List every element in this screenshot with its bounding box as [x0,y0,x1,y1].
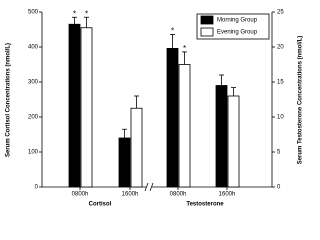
bar [68,23,81,188]
bar [178,64,191,188]
x-tick-label: 0800h [170,192,187,198]
significance-marker: * [171,27,174,36]
bar [118,137,131,188]
axis-break [149,182,154,192]
y-tick-label: 0 [277,185,281,191]
y-tick-label: 15 [277,80,284,86]
y-tick-label: 10 [277,115,284,121]
y-tick-label: 300 [28,80,39,86]
y-tick-label: 20 [277,45,284,51]
legend-label: Morning Group [217,18,258,24]
y-tick-label: 25 [277,10,284,16]
y-tick-label: 400 [28,45,39,51]
legend-label: Evening Group [217,30,258,36]
y2-axis-label: Serum Testosterone Concentrations (nmol/… [298,36,304,165]
x-tick-label: 0800h [72,192,89,198]
x-tick-label: 1600h [122,192,139,198]
bar [80,27,93,188]
bar [130,107,143,188]
y-tick-label: 100 [28,150,39,156]
y-axis-label: Serum Cortisol Concentrations (nmol/L) [6,43,12,157]
group-label: Cortisol [89,202,112,208]
bar [166,48,179,188]
chart: Serum Cortisol Concentrations (nmol/L) S… [6,9,304,208]
y-tick-label: 500 [28,10,39,16]
x-tick-label: 1600h [219,192,236,198]
bar [215,85,228,188]
significance-marker: * [73,9,76,18]
legend-swatch [200,27,214,37]
significance-marker: * [85,9,88,18]
significance-marker: * [183,44,186,53]
group-label: Testosterone [186,202,224,208]
y-tick-label: 0 [35,185,39,191]
axis-break [144,182,149,192]
y-tick-label: 200 [28,115,39,121]
y-tick-label: 5 [277,150,281,156]
bar [227,95,240,188]
page: {"chart_data": [ {"type": "bar", "ylabel… [5,9,304,208]
legend-swatch [200,15,214,25]
axis-break [146,183,152,191]
